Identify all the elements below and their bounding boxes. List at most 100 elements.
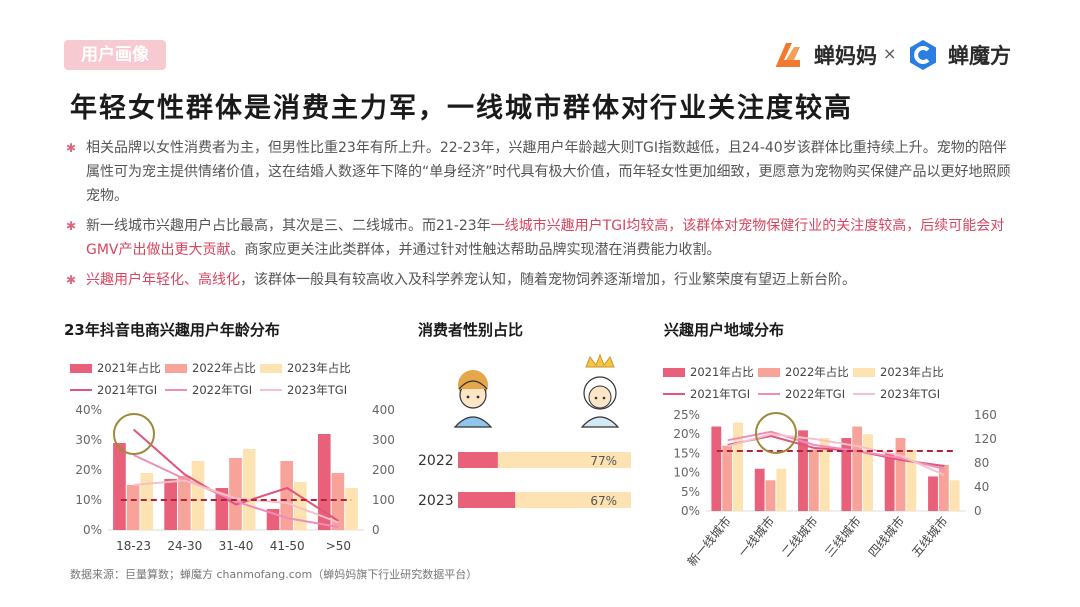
age-chart-title: 23年抖音电商兴趣用户年龄分布 [64,321,280,339]
bar-2022年占比-24-30 [177,476,191,530]
data-source: 数据来源：巨量算数；蝉魔方 chanmofang.com（蝉妈妈旗下行业研究数据… [70,568,478,581]
gender-bar-male-2023 [458,492,516,508]
y2-tick-label: 0 [974,504,982,518]
bullet-2-highlight: 一线城市兴趣用户TGI均较高，该群体对宠物保健行业的关注度较高，后续可能会对GM… [86,218,1005,258]
tgi-line-2022年TGI [133,454,339,528]
legend-2023-share: 2023年占比 [853,364,948,380]
y-tick-label: 20% [673,427,700,441]
bullet-3-text: ，该群体一般具有较高收入及科学养宠认知，随着宠物饲养逐渐增加，行业繁荣度有望迈上… [240,272,856,288]
region-chart-title: 兴趣用户地域分布 [664,321,785,339]
male-avatar-icon [453,370,493,428]
legend-2022-tgi: 2022年TGI [165,382,260,398]
y2-tick-label: 200 [372,463,395,477]
y-tick-label: 10% [75,493,102,507]
x-tick-label: >50 [326,539,351,553]
legend-2021-tgi: 2021年TGI [70,382,165,398]
section-tag: 用户画像 [64,40,166,70]
highlight-circle-icon [113,413,155,455]
bullet-3-highlight: 兴趣用户年轻化、高线化 [86,272,240,288]
bar-2022年占比-三线城市 [852,426,863,511]
chanmama-name: 蝉妈妈 [814,44,877,68]
gender-year-label: 2023 [418,493,454,509]
y2-tick-label: 0 [372,523,380,537]
x-tick-label: 二线城市 [778,513,820,559]
bullet-2-text-c: 。商家应更关注此类群体，并通过针对性触达帮助品牌实现潜在消费能力收割。 [230,242,721,258]
female-avatar-icon [580,353,620,428]
bullet-1-text: 相关品牌以女性消费者为主，但男性比重23年有所上升。22-23年，兴趣用户年龄越… [86,140,1011,204]
bar-2021年占比-24-30 [164,479,177,530]
tgi-line-2023年TGI [727,433,945,476]
bar-2023年占比-24-30 [191,461,205,530]
bar-2023年占比-一线城市 [776,468,787,511]
y2-tick-label: 80 [974,456,989,470]
region-chart: 0% 5% 10% 15% 20% 25% 0 40 80 120 160 新一线城市 一线城市 二线城市… [673,408,997,569]
y-tick-label: 15% [673,446,700,460]
gender-chart-title: 消费者性别占比 [418,321,524,339]
bullet-icon: ✱ [66,273,77,287]
chanmofang-logo-icon [910,40,936,70]
bar-2021年占比-五线城市 [928,476,938,511]
bar-2022年占比-一线城市 [765,480,776,511]
legend-2023-share: 2023年占比 [260,360,355,376]
bar-2023年占比-新一线城市 [733,422,743,511]
bar-2022年占比-41-50 [280,461,294,530]
y-tick-label: 0% [681,504,700,518]
gender-year-label: 2022 [418,453,454,469]
legend-2022-tgi: 2022年TGI [758,386,853,402]
bar-2023年占比-31-40 [242,449,256,530]
legend-2023-tgi: 2023年TGI [260,382,355,398]
bullet-1: ✱ 相关品牌以女性消费者为主，但男性比重23年有所上升。22-23年，兴趣用户年… [64,136,1014,208]
y-tick-label: 10% [673,466,700,480]
tgi-line-2023年TGI [133,479,339,524]
y-tick-label: 25% [673,408,700,422]
bar-2023年占比-四线城市 [906,449,917,511]
bar-2021年占比-二线城市 [798,430,808,511]
bullet-icon: ✱ [66,219,77,233]
y-tick-label: 20% [75,463,102,477]
x-tick-label: 31-40 [219,539,254,553]
y2-tick-label: 400 [372,403,395,417]
y-tick-label: 40% [75,403,102,417]
bar-2022年占比-新一线城市 [722,445,733,511]
bar-2022年占比->50 [331,473,345,530]
gender-bar-male-2022 [458,452,498,468]
x-tick-label: 一线城市 [735,513,777,559]
y2-tick-label: 120 [974,432,997,446]
bullet-2-text-a: 新一线城市兴趣用户占比最高，其次是三、二线城市。而21-23年 [86,218,491,234]
region-chart-legend: 2021年占比 2022年占比 2023年占比 2021年TGI 2022年TG… [663,361,948,405]
chanmofang-name: 蝉魔方 [948,44,1011,68]
bar-2021年占比-三线城市 [841,438,852,511]
bar-2021年占比-新一线城市 [711,426,722,511]
y2-tick-label: 160 [974,408,997,422]
bullet-list: ✱ 相关品牌以女性消费者为主，但男性比重23年有所上升。22-23年，兴趣用户年… [64,136,1014,298]
bar-2021年占比-一线城市 [754,468,765,511]
legend-2022-share: 2022年占比 [758,364,853,380]
bullet-icon: ✱ [66,141,77,155]
bar-2022年占比-二线城市 [808,449,819,511]
bar-2021年占比-四线城市 [884,453,895,511]
bullet-2: ✱ 新一线城市兴趣用户占比最高，其次是三、二线城市。而21-23年一线城市兴趣用… [64,214,1014,262]
bar-2022年占比-18-23 [126,485,140,530]
x-tick-label: 41-50 [270,539,305,553]
legend-2021-tgi: 2021年TGI [663,386,758,402]
y-tick-label: 0% [83,523,102,537]
gender-value-label: 77% [590,454,617,468]
bar-2021年占比->50 [317,434,331,530]
bar-2023年占比-二线城市 [819,438,830,511]
highlight-circle-icon [755,412,797,454]
x-tick-label: 三线城市 [822,513,864,559]
bar-2022年占比-31-40 [229,458,242,530]
x-tick-label: 新一线城市 [684,513,734,569]
chanmofang-logo: 蝉魔方 [906,38,1011,72]
y-tick-label: 5% [681,485,700,499]
y-tick-label: 30% [75,433,102,447]
age-chart: 0% 10% 20% 30% 40% 0 100 200 300 400 18-23 24-30 31-… [75,403,395,553]
y2-tick-label: 40 [974,480,989,494]
y2-tick-label: 300 [372,433,395,447]
x-tick-label: 24-30 [167,539,202,553]
gender-value-label: 67% [590,494,617,508]
chanmama-logo-icon [776,43,800,67]
bar-2022年占比-五线城市 [938,464,949,511]
page-title: 年轻女性群体是消费主力军，一线城市群体对行业关注度较高 [70,93,853,124]
bar-2023年占比->50 [345,488,358,530]
